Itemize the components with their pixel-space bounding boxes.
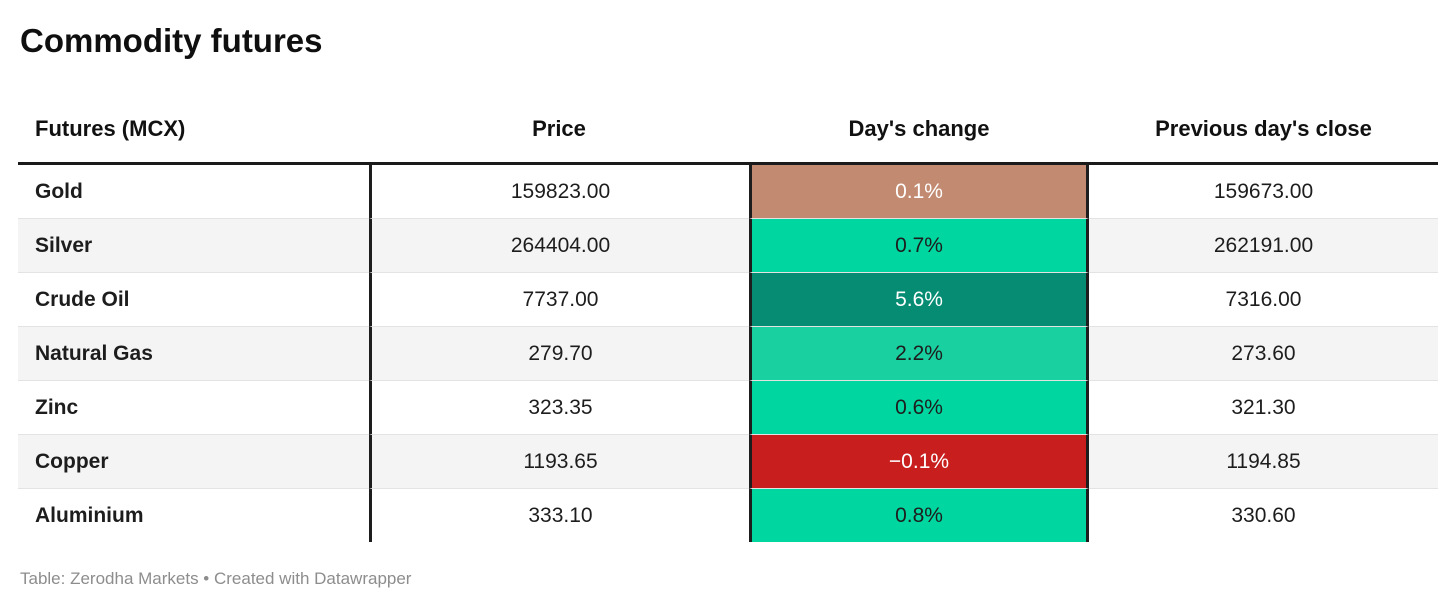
table-header-row: Futures (MCX) Price Day's change Previou… [18, 106, 1438, 165]
change-value: 0.8% [749, 488, 1089, 542]
price-value: 279.70 [369, 326, 749, 380]
change-value: 0.6% [749, 380, 1089, 434]
change-value: 2.2% [749, 326, 1089, 380]
attribution-footer: Table: Zerodha Markets • Created with Da… [20, 569, 412, 588]
price-value: 7737.00 [369, 272, 749, 326]
table-row: Natural Gas 279.70 2.2% 273.60 [18, 326, 1438, 380]
table-body: Gold 159823.00 0.1% 159673.00 Silver 264… [18, 165, 1438, 542]
commodity-name: Zinc [18, 380, 369, 434]
price-value: 264404.00 [369, 218, 749, 272]
price-value: 159823.00 [369, 165, 749, 218]
table-row: Gold 159823.00 0.1% 159673.00 [18, 165, 1438, 218]
table-row: Aluminium 333.10 0.8% 330.60 [18, 488, 1438, 542]
price-value: 323.35 [369, 380, 749, 434]
prev-close-value: 159673.00 [1213, 179, 1314, 203]
prev-close-value: 321.30 [1089, 380, 1438, 434]
prev-close-value: 273.60 [1089, 326, 1438, 380]
commodity-name: Natural Gas [18, 326, 369, 380]
price-value: 1193.65 [369, 434, 749, 488]
prev-close-value: 330.60 [1089, 488, 1438, 542]
commodity-name: Aluminium [18, 488, 369, 542]
col-header-price: Price [369, 106, 749, 165]
page-title: Commodity futures [20, 22, 323, 59]
change-value: −0.1% [749, 434, 1089, 488]
table-row: Silver 264404.00 0.7% 262191.00 [18, 218, 1438, 272]
change-value: 0.1% [749, 165, 1089, 218]
col-header-futures: Futures (MCX) [18, 106, 369, 165]
table-row: Copper 1193.65 −0.1% 1194.85 [18, 434, 1438, 488]
col-header-days-change: Day's change [749, 106, 1089, 165]
table-row: Zinc 323.35 0.6% 321.30 [18, 380, 1438, 434]
change-value: 5.6% [749, 272, 1089, 326]
prev-close-value: 1194.85 [1089, 434, 1438, 488]
change-value: 0.7% [749, 218, 1089, 272]
table-row: Crude Oil 7737.00 5.6% 7316.00 [18, 272, 1438, 326]
price-value: 333.10 [369, 488, 749, 542]
commodity-name: Gold [35, 179, 83, 203]
commodity-name: Copper [18, 434, 369, 488]
prev-close-value: 7316.00 [1089, 272, 1438, 326]
prev-close-value: 262191.00 [1089, 218, 1438, 272]
commodity-futures-table: Futures (MCX) Price Day's change Previou… [18, 106, 1438, 542]
col-header-prev-close: Previous day's close [1089, 106, 1438, 165]
commodity-name: Crude Oil [18, 272, 369, 326]
commodity-name: Silver [18, 218, 369, 272]
